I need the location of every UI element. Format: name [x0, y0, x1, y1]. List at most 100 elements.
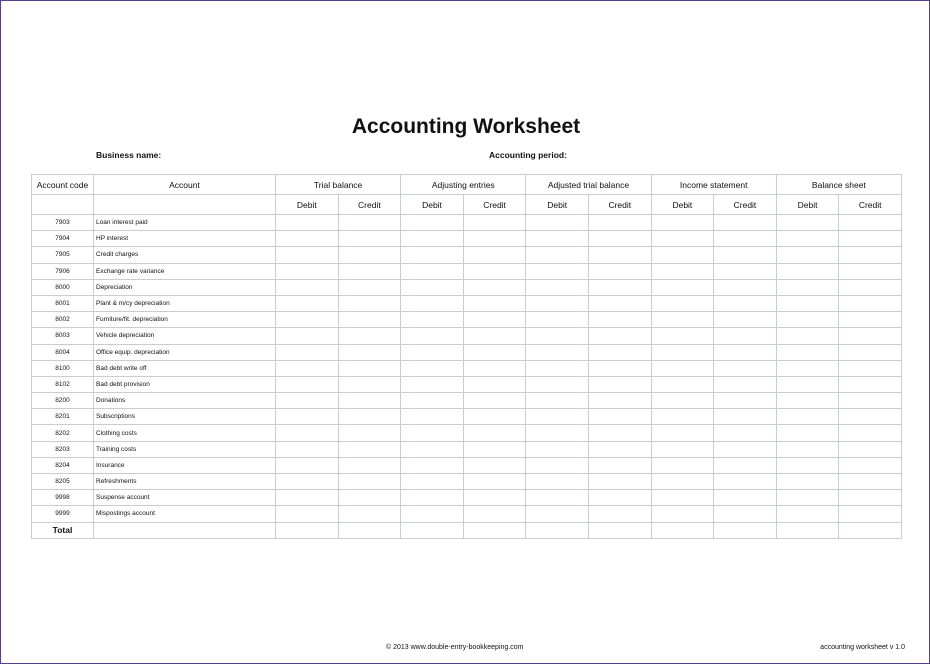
debit-cell[interactable] [400, 294, 464, 313]
debit-cell[interactable] [650, 505, 715, 523]
credit-cell[interactable] [337, 375, 402, 394]
credit-cell[interactable] [713, 278, 777, 296]
debit-cell[interactable] [650, 246, 715, 264]
credit-cell[interactable] [587, 246, 652, 264]
credit-cell[interactable] [587, 489, 652, 507]
debit-cell[interactable] [400, 343, 464, 361]
debit-cell[interactable] [275, 392, 339, 410]
debit-cell[interactable] [525, 505, 589, 523]
debit-cell[interactable] [650, 489, 715, 507]
debit-cell[interactable] [775, 489, 840, 507]
credit-cell[interactable] [713, 505, 777, 523]
credit-cell[interactable] [713, 392, 777, 410]
debit-cell[interactable] [400, 375, 464, 394]
credit-cell[interactable] [838, 472, 902, 491]
debit-cell[interactable] [400, 521, 464, 539]
debit-cell[interactable] [400, 489, 464, 507]
debit-cell[interactable] [650, 213, 715, 232]
debit-cell[interactable] [775, 278, 840, 296]
credit-cell[interactable] [587, 343, 652, 361]
debit-cell[interactable] [275, 489, 339, 507]
credit-cell[interactable] [713, 424, 777, 442]
credit-cell[interactable] [838, 505, 902, 523]
credit-cell[interactable] [462, 246, 527, 264]
credit-cell[interactable] [713, 440, 777, 458]
debit-cell[interactable] [650, 230, 715, 248]
credit-cell[interactable] [462, 230, 527, 248]
credit-cell[interactable] [713, 230, 777, 248]
debit-cell[interactable] [400, 424, 464, 442]
credit-cell[interactable] [713, 311, 777, 329]
credit-cell[interactable] [337, 489, 402, 507]
credit-cell[interactable] [838, 343, 902, 361]
debit-cell[interactable] [650, 456, 715, 475]
credit-cell[interactable] [587, 472, 652, 491]
debit-cell[interactable] [275, 472, 339, 491]
debit-cell[interactable] [400, 327, 464, 345]
debit-cell[interactable] [650, 375, 715, 394]
credit-cell[interactable] [713, 472, 777, 491]
debit-cell[interactable] [275, 294, 339, 313]
credit-cell[interactable] [713, 456, 777, 475]
debit-cell[interactable] [525, 440, 589, 458]
credit-cell[interactable] [337, 359, 402, 377]
credit-cell[interactable] [462, 327, 527, 345]
credit-cell[interactable] [462, 262, 527, 280]
credit-cell[interactable] [587, 456, 652, 475]
credit-cell[interactable] [337, 262, 402, 280]
credit-cell[interactable] [462, 489, 527, 507]
debit-cell[interactable] [275, 359, 339, 377]
debit-cell[interactable] [275, 278, 339, 296]
credit-cell[interactable] [337, 246, 402, 264]
credit-cell[interactable] [713, 262, 777, 280]
debit-cell[interactable] [650, 440, 715, 458]
debit-cell[interactable] [400, 456, 464, 475]
debit-cell[interactable] [775, 456, 840, 475]
credit-cell[interactable] [713, 521, 777, 539]
debit-cell[interactable] [400, 505, 464, 523]
debit-cell[interactable] [275, 521, 339, 539]
credit-cell[interactable] [587, 278, 652, 296]
credit-cell[interactable] [587, 311, 652, 329]
debit-cell[interactable] [275, 246, 339, 264]
credit-cell[interactable] [713, 213, 777, 232]
debit-cell[interactable] [400, 408, 464, 426]
credit-cell[interactable] [838, 440, 902, 458]
credit-cell[interactable] [337, 424, 402, 442]
credit-cell[interactable] [462, 456, 527, 475]
credit-cell[interactable] [713, 343, 777, 361]
credit-cell[interactable] [337, 230, 402, 248]
credit-cell[interactable] [462, 294, 527, 313]
debit-cell[interactable] [400, 230, 464, 248]
credit-cell[interactable] [587, 424, 652, 442]
credit-cell[interactable] [587, 392, 652, 410]
debit-cell[interactable] [275, 424, 339, 442]
debit-cell[interactable] [400, 278, 464, 296]
debit-cell[interactable] [775, 521, 840, 539]
debit-cell[interactable] [775, 408, 840, 426]
credit-cell[interactable] [838, 262, 902, 280]
credit-cell[interactable] [838, 246, 902, 264]
credit-cell[interactable] [838, 230, 902, 248]
credit-cell[interactable] [337, 294, 402, 313]
credit-cell[interactable] [713, 375, 777, 394]
debit-cell[interactable] [775, 472, 840, 491]
credit-cell[interactable] [838, 424, 902, 442]
credit-cell[interactable] [587, 294, 652, 313]
debit-cell[interactable] [775, 262, 840, 280]
debit-cell[interactable] [400, 392, 464, 410]
credit-cell[interactable] [587, 375, 652, 394]
debit-cell[interactable] [650, 408, 715, 426]
credit-cell[interactable] [337, 327, 402, 345]
credit-cell[interactable] [462, 440, 527, 458]
debit-cell[interactable] [775, 311, 840, 329]
credit-cell[interactable] [337, 408, 402, 426]
credit-cell[interactable] [713, 489, 777, 507]
debit-cell[interactable] [400, 213, 464, 232]
credit-cell[interactable] [838, 213, 902, 232]
debit-cell[interactable] [275, 327, 339, 345]
credit-cell[interactable] [462, 505, 527, 523]
debit-cell[interactable] [525, 359, 589, 377]
debit-cell[interactable] [650, 343, 715, 361]
credit-cell[interactable] [462, 359, 527, 377]
